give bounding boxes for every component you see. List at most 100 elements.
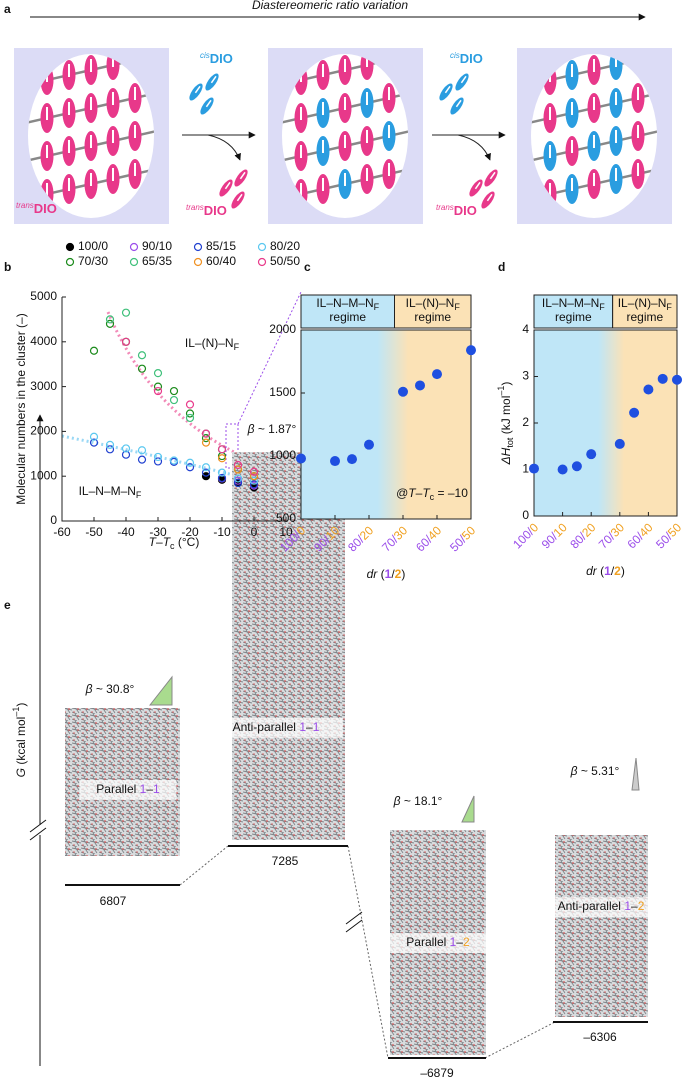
point [121, 444, 131, 453]
molecule [565, 174, 579, 204]
legend-marker [193, 242, 203, 252]
molecule-stripe [474, 181, 481, 190]
molecule [128, 83, 142, 113]
legend-marker [65, 242, 75, 252]
energy-axis-label: G (kcal mol–1) [11, 703, 28, 778]
molecule-stripe [224, 181, 231, 190]
point [137, 351, 147, 360]
regime-name: IL–(N)–NF [618, 296, 673, 312]
cluster-content [531, 54, 657, 218]
x-tick-label: -10 [213, 525, 231, 539]
legend-label: 85/15 [206, 239, 236, 253]
text-part: 2 [638, 899, 645, 913]
text-part: –1 [496, 386, 506, 396]
x-tick-label: 0 [251, 525, 258, 539]
molecule [543, 103, 557, 133]
point [153, 382, 163, 391]
point [347, 454, 357, 465]
point [364, 439, 374, 450]
x-tick-label: 80/20 [567, 520, 598, 551]
axis-break [345, 911, 363, 933]
molecule [587, 93, 601, 123]
point [153, 452, 163, 462]
molecule [338, 131, 352, 161]
molecule [128, 159, 142, 189]
y-tick-label: 0 [522, 508, 529, 522]
text-part: (kJ mol [499, 396, 513, 438]
tilt-wedge [631, 757, 640, 791]
molecule [84, 169, 98, 199]
molecule [360, 126, 374, 156]
molecule [382, 159, 396, 189]
reagent-name: DIO [34, 201, 57, 216]
molecule [316, 136, 330, 166]
molecule [565, 136, 579, 166]
point [89, 438, 99, 447]
point [629, 407, 640, 418]
text-part: β [570, 764, 578, 778]
text-part: ) [401, 567, 405, 581]
point [185, 400, 195, 409]
text-part: Molecular numbers in the cluster (–) [14, 313, 28, 504]
regime-word: regime [626, 310, 663, 324]
free-molecule [189, 83, 203, 101]
text-part: T [163, 535, 172, 549]
point [169, 395, 179, 405]
legend-label: 90/10 [142, 239, 172, 253]
point [121, 308, 131, 317]
text-part: 2 [614, 564, 621, 578]
text-part: c [170, 541, 175, 551]
point [137, 455, 147, 464]
molecule-stripe [486, 193, 493, 202]
y-tick-label: 2000 [30, 424, 57, 438]
regime-header [394, 294, 472, 329]
legend-label: 65/35 [142, 254, 172, 268]
free-molecule [439, 83, 453, 101]
point [89, 346, 99, 355]
point [249, 472, 259, 481]
point [466, 345, 476, 356]
molecule-stripe [236, 193, 243, 202]
text-part: ) [621, 564, 625, 578]
text-part: c [430, 492, 435, 502]
molecule [631, 121, 645, 151]
text-part: IL–N–M–N [542, 296, 599, 310]
energy-value: –6879 [420, 1066, 454, 1077]
regime-name: IL–N–M–NF [316, 296, 379, 312]
free-molecule [455, 73, 469, 91]
axis-break [32, 825, 48, 835]
text-part: IL–N–M–N [316, 296, 373, 310]
axis-break [29, 819, 47, 841]
text-part: = –10 [434, 486, 468, 500]
free-molecule [469, 179, 483, 197]
reagent-label: cisDIO [200, 51, 233, 66]
x-tick-label: -30 [149, 525, 167, 539]
molecule [62, 136, 76, 166]
y-axis-label: Molecular numbers in the cluster (–) [14, 313, 28, 504]
annotation: IL–N–M–NF [79, 484, 142, 500]
text-part: F [234, 342, 240, 352]
point [233, 465, 243, 474]
molecule [587, 131, 601, 161]
point [217, 454, 227, 463]
legend-marker [257, 257, 267, 267]
free-molecule [450, 97, 464, 115]
text-part: IL–N–M–N [79, 484, 136, 498]
molecule [338, 93, 352, 123]
molecule [62, 174, 76, 204]
molecule [84, 93, 98, 123]
free-molecule [219, 179, 233, 197]
text-part: 1 [153, 782, 160, 796]
text-part: Anti-parallel [233, 720, 300, 734]
text-part: dr [367, 567, 379, 581]
text-part: – [146, 782, 153, 796]
point [643, 384, 654, 395]
legend-label: 70/30 [78, 254, 108, 268]
point [121, 450, 131, 459]
molecule-stripe [489, 171, 496, 180]
molecule [338, 55, 352, 85]
y-tick-label: 3 [522, 369, 529, 383]
molecule [565, 60, 579, 90]
reagent-prefix: trans [186, 203, 204, 212]
